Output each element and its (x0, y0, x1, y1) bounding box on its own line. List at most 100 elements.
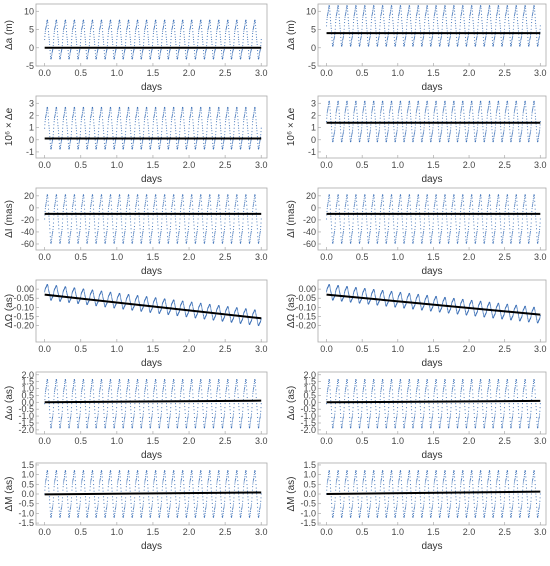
series-point (499, 118, 501, 120)
series-point (347, 13, 349, 15)
series-point (223, 228, 225, 230)
series-point (481, 25, 483, 27)
series-point (191, 20, 193, 22)
series-point (78, 141, 80, 143)
series-point (226, 112, 228, 114)
series-point (117, 114, 119, 116)
series-point (539, 124, 541, 126)
series-point (338, 13, 340, 15)
series-point (453, 103, 455, 105)
series-point (162, 204, 164, 206)
series-point (196, 140, 198, 142)
series-point (257, 239, 259, 241)
series-point (499, 115, 501, 117)
series-point (386, 134, 388, 136)
series-point (407, 11, 409, 13)
series-point (415, 25, 417, 27)
series-point (334, 35, 336, 37)
series-point (214, 136, 216, 138)
series-point (232, 141, 234, 143)
series-point (218, 197, 220, 199)
series-point (354, 104, 356, 106)
series-point (505, 109, 507, 111)
series-point (201, 36, 203, 38)
series-point (143, 222, 145, 224)
series-point (520, 39, 522, 41)
series-point (513, 15, 516, 17)
series-point (148, 232, 150, 234)
series-point (426, 5, 428, 7)
series-point (61, 228, 63, 230)
series-point (66, 218, 68, 220)
series-point (468, 114, 471, 116)
series-point (405, 28, 408, 30)
series-point (222, 53, 224, 55)
series-point (61, 136, 63, 138)
series-point (452, 108, 454, 110)
series-point (146, 109, 148, 111)
x-tick-label: 1.5 (147, 160, 160, 170)
series-point (167, 239, 169, 241)
series-point (214, 140, 216, 142)
series-point (202, 132, 204, 135)
series-point (79, 131, 82, 133)
series-point (100, 198, 102, 200)
series-point (511, 132, 514, 134)
series-point (84, 31, 86, 33)
series-point (143, 124, 145, 126)
series-point (513, 110, 516, 112)
series-point (460, 110, 462, 112)
series-point (207, 204, 209, 206)
series-point (70, 48, 72, 51)
series-point (247, 218, 249, 220)
series-point (163, 108, 165, 110)
series-point (503, 132, 505, 134)
series-point (54, 112, 57, 114)
series-point (71, 30, 73, 32)
series-point (395, 37, 398, 39)
series-point (399, 8, 401, 10)
series-point (127, 22, 129, 24)
series-point (86, 56, 89, 58)
series-point (429, 36, 431, 38)
series-point (89, 127, 91, 129)
series-point (508, 25, 510, 27)
series-point (74, 115, 76, 117)
series-point (88, 136, 90, 138)
series-point (195, 145, 197, 147)
series-point (173, 107, 175, 109)
series-point (391, 101, 393, 103)
series-point (66, 34, 68, 36)
series-point (160, 228, 162, 230)
series-point (525, 7, 527, 9)
series-point (97, 228, 99, 230)
series-point (186, 236, 188, 238)
series-point (428, 126, 430, 128)
series-point (490, 118, 492, 120)
x-tick-label: 1.0 (392, 160, 405, 170)
series-point (507, 13, 509, 15)
series-point (489, 5, 491, 7)
series-point (76, 142, 78, 144)
series-point (398, 107, 400, 109)
series-point (217, 108, 219, 110)
series-point (493, 136, 495, 138)
series-point (69, 53, 71, 55)
series-point (96, 146, 98, 148)
series-point (141, 143, 143, 145)
series-point (72, 206, 74, 208)
series-point (417, 5, 420, 7)
series-point (531, 112, 533, 114)
series-point (82, 200, 84, 202)
series-point (211, 136, 213, 138)
series-point (214, 50, 216, 52)
series-point (220, 130, 222, 132)
series-point (363, 105, 365, 107)
series-point (50, 146, 52, 148)
series-point (144, 114, 146, 116)
series-point (446, 129, 449, 131)
series-point (513, 25, 515, 27)
series-point (533, 103, 536, 105)
series-point (507, 101, 509, 103)
series-point (536, 132, 538, 134)
